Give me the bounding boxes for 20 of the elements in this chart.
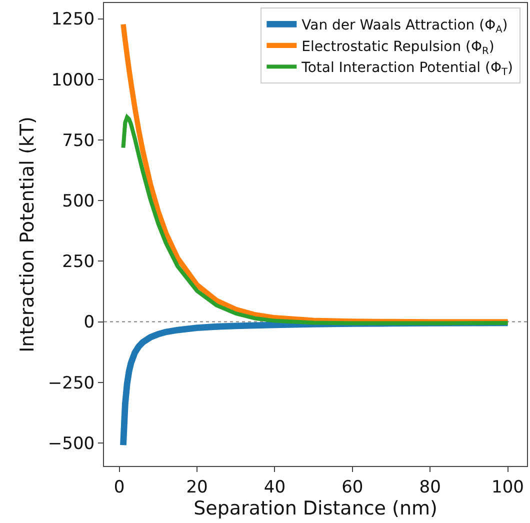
x-tick-label: 20 <box>186 477 208 498</box>
x-tick-label: 0 <box>114 477 125 498</box>
legend-label: Total Interaction Potential (Φ$_{T}$) <box>300 60 513 78</box>
y-tick-label: −500 <box>48 434 95 454</box>
x-tick-label: 80 <box>419 477 441 498</box>
y-tick-label: 250 <box>62 252 95 272</box>
x-axis-title: Separation Distance (nm) <box>194 497 438 520</box>
x-tick-label: 100 <box>492 477 524 498</box>
y-tick-label: 750 <box>62 130 95 151</box>
y-tick-label: −250 <box>48 373 95 394</box>
line-series <box>121 115 510 326</box>
legend-label: Electrostatic Repulsion (Φ$_{R}$) <box>302 38 494 57</box>
legend-label: Van der Waals Attraction (Φ$_{A}$) <box>302 18 508 36</box>
y-tick-label: 1250 <box>51 10 95 30</box>
y-tick-label: 0 <box>84 312 95 333</box>
y-axis-title: Interaction Potential (kT) <box>16 116 39 352</box>
x-tick-label: 40 <box>264 477 286 498</box>
x-tick-label: 60 <box>342 477 364 498</box>
y-tick-label: 500 <box>62 192 95 212</box>
y-tick-label: 1000 <box>51 70 95 90</box>
